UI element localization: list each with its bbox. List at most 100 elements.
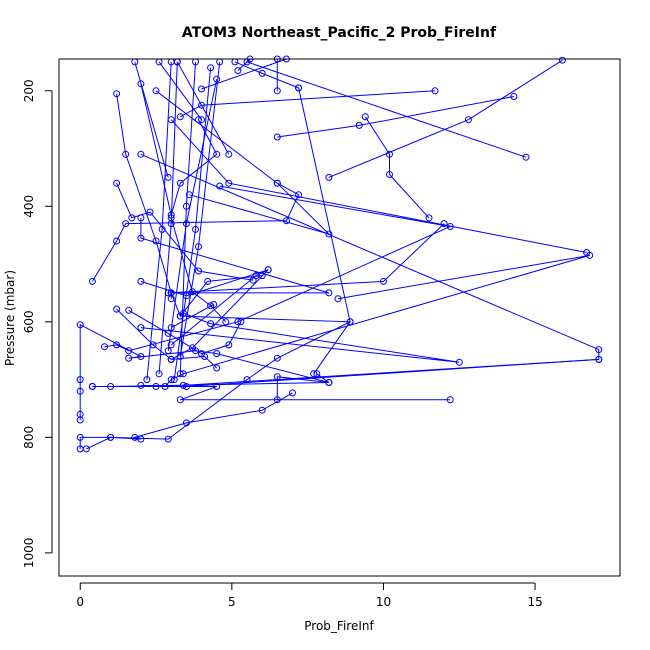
data-point — [88, 383, 96, 390]
x-tick-label: 5 — [228, 595, 236, 609]
data-point — [455, 358, 463, 366]
data-point — [128, 214, 136, 222]
data-point — [152, 87, 160, 95]
data-point — [210, 301, 218, 308]
data-point — [167, 220, 175, 228]
data-point — [198, 85, 205, 93]
series-39 — [176, 58, 224, 360]
data-point — [225, 179, 233, 187]
data-point — [207, 320, 215, 328]
data-point — [76, 376, 84, 384]
y-tick-label: 400 — [22, 195, 36, 218]
data-point — [273, 87, 281, 95]
series-line — [146, 61, 172, 380]
series-line — [168, 223, 445, 294]
data-point — [595, 346, 603, 354]
series-29 — [231, 58, 303, 92]
data-point — [273, 179, 281, 187]
series-34 — [325, 56, 566, 181]
axes: 0 5 10 15 200 400 600 800 1000 — [22, 79, 543, 609]
data-point — [213, 350, 221, 358]
series-line — [116, 182, 254, 281]
data-point — [198, 116, 205, 124]
data-point — [155, 370, 163, 378]
data-point — [113, 237, 121, 245]
data-point — [146, 208, 154, 216]
x-tick-label: 0 — [76, 595, 84, 609]
plot-frame — [58, 58, 621, 577]
data-point — [113, 90, 121, 98]
data-point — [122, 150, 130, 158]
series-37 — [164, 75, 221, 355]
series-23 — [164, 220, 448, 297]
data-point — [273, 354, 281, 362]
data-point — [101, 343, 108, 351]
chart-title: ATOM3 Northeast_Pacific_2 Prob_FireInf — [182, 25, 497, 41]
series-35 — [152, 87, 333, 238]
data-point — [289, 389, 296, 397]
y-tick-label: 800 — [22, 426, 36, 449]
series-line — [134, 61, 169, 178]
data-point — [192, 225, 199, 233]
data-point — [325, 173, 333, 181]
data-point — [182, 220, 190, 228]
series-line — [91, 182, 300, 282]
y-axis: 200 400 600 800 1000 — [22, 79, 53, 568]
series-line — [140, 217, 330, 299]
series-line — [364, 116, 430, 219]
y-axis-label: Pressure (mbar) — [3, 270, 17, 366]
data-point — [125, 306, 133, 314]
data-point — [361, 113, 369, 121]
data-point — [76, 433, 84, 441]
data-point — [170, 376, 178, 384]
series-40 — [176, 58, 199, 378]
data-point — [158, 225, 166, 233]
data-point — [213, 364, 221, 372]
data-point — [188, 344, 196, 352]
data-point — [88, 277, 96, 285]
data-point — [446, 396, 454, 404]
data-point — [152, 237, 160, 245]
series-20 — [176, 312, 354, 378]
data-point — [380, 277, 387, 285]
series-38 — [170, 64, 215, 384]
data-point — [76, 387, 84, 395]
data-point — [258, 69, 266, 77]
data-point — [179, 381, 187, 389]
data-point — [207, 302, 215, 310]
data-point — [204, 277, 212, 285]
data-point — [164, 347, 172, 355]
data-point — [207, 64, 215, 72]
data-point — [464, 116, 472, 124]
data-point — [558, 56, 566, 64]
data-point — [137, 234, 145, 242]
series-line — [170, 269, 269, 346]
data-point — [131, 433, 139, 441]
data-point — [295, 84, 303, 92]
data-point — [237, 318, 245, 326]
series-31 — [176, 87, 439, 121]
data-point — [167, 295, 175, 303]
y-tick-label: 200 — [22, 79, 36, 102]
data-point — [195, 243, 202, 251]
data-point — [386, 150, 393, 158]
series-line — [170, 304, 214, 329]
data-point — [595, 355, 603, 363]
series-line — [328, 59, 563, 178]
data-point — [325, 379, 333, 386]
data-point — [176, 353, 184, 360]
x-axis-label: Prob_FireInf — [304, 619, 374, 633]
data-point — [182, 383, 190, 390]
series-line — [180, 90, 436, 118]
x-tick-label: 15 — [527, 595, 542, 609]
data-point — [425, 214, 433, 222]
data-point — [137, 80, 145, 88]
data-point — [176, 113, 184, 121]
series-line — [277, 96, 514, 138]
data-point — [386, 171, 393, 178]
data-point — [325, 230, 333, 238]
data-point — [164, 435, 172, 443]
data-point — [295, 191, 303, 199]
data-point — [137, 435, 145, 443]
data-point — [431, 87, 439, 95]
